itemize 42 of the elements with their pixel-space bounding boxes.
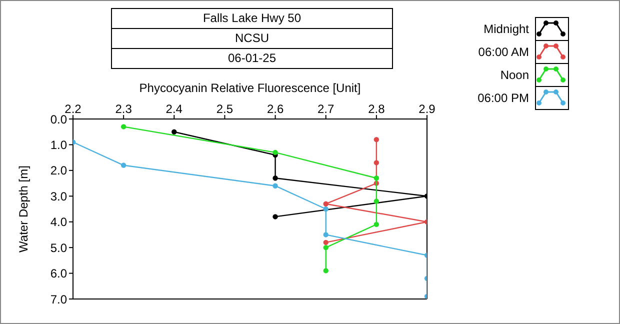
y-tick-label: 3.0: [50, 189, 68, 204]
point: [120, 124, 126, 130]
x-tick-label: 2.4: [166, 102, 183, 116]
y-tick-label: 4.0: [50, 215, 68, 230]
chart-title: Falls Lake Hwy 50: [111, 8, 393, 29]
point: [272, 183, 278, 188]
legend-label: 06:00 PM: [478, 90, 529, 104]
x-tick-label: 2.6: [266, 102, 284, 116]
x-tick-label: 2.3: [115, 102, 132, 116]
point: [323, 232, 328, 238]
x-tick-label: 2.8: [368, 102, 386, 116]
point: [272, 176, 278, 181]
point: [272, 214, 278, 220]
point: [323, 206, 328, 212]
y-tick-label: 7.0: [50, 292, 68, 306]
chart-subtitle: NCSU: [111, 28, 393, 49]
point: [323, 201, 328, 206]
legend-label: Midnight: [484, 22, 529, 36]
x-tick-label: 2.7: [318, 102, 335, 116]
y-tick-label: 0.0: [50, 112, 68, 126]
point: [323, 240, 328, 246]
legend-label: Noon: [500, 68, 529, 82]
point: [374, 136, 380, 142]
point: [272, 150, 278, 156]
text: 06-01-25: [111, 48, 393, 69]
x-tick-label: 2.5: [216, 102, 234, 116]
point: [374, 198, 380, 204]
point: [323, 268, 328, 274]
y-axis-title: Water Depth [m]: [16, 166, 30, 252]
point: [374, 176, 380, 181]
point: [323, 244, 328, 250]
x-axis-title: Phycocyanin Relative Fluorescence [Unit]: [139, 81, 361, 95]
y-tick-label: 2.0: [50, 164, 68, 178]
y-tick-label: 6.0: [50, 266, 68, 281]
y-tick-label: 1.0: [50, 138, 68, 152]
point: [374, 222, 380, 228]
x-tick-label: 2.9: [418, 102, 436, 116]
legend-label: 06:00 AM: [478, 44, 529, 58]
y-tick-label: 5.0: [50, 240, 68, 255]
x-tick-label: 2.2: [64, 102, 82, 116]
point: [172, 129, 177, 134]
point: [374, 160, 380, 166]
